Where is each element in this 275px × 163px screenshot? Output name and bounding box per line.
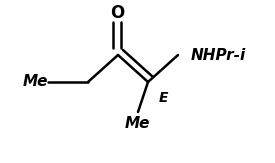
Text: Me: Me: [22, 74, 48, 89]
Text: NHPr-i: NHPr-i: [190, 47, 246, 62]
Text: Me: Me: [124, 117, 150, 132]
Text: O: O: [110, 4, 124, 22]
Text: E: E: [158, 91, 168, 105]
